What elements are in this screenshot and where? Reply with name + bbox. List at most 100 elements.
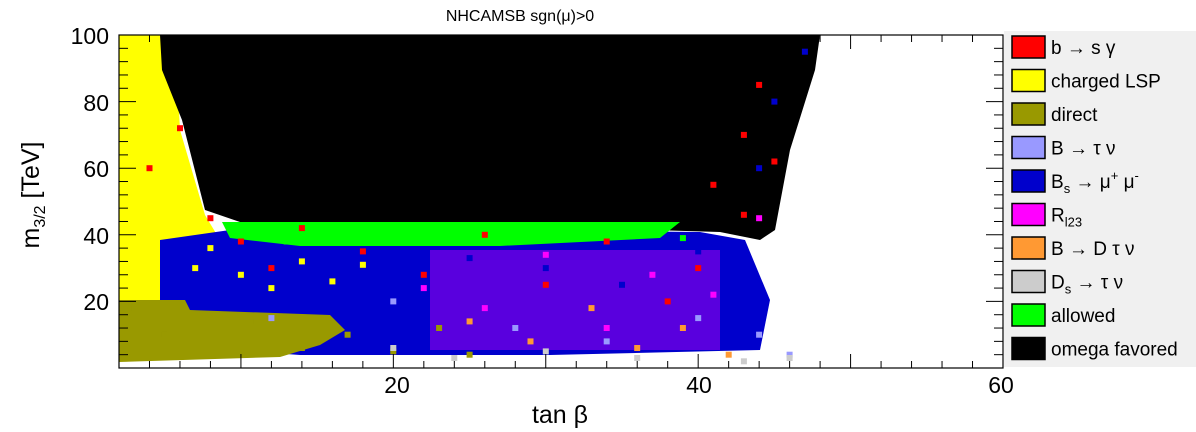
legend-label-part: → τ ν: [1071, 273, 1123, 294]
point-b-s-1: [177, 125, 183, 132]
point-b-s-0: [146, 165, 153, 172]
point-rl23-4: [649, 271, 656, 278]
point-b-s-8: [481, 231, 488, 238]
point-b-0: [268, 315, 275, 322]
legend-label-part: allowed: [1051, 306, 1115, 327]
legend-label-part: B: [1051, 172, 1064, 193]
point-rl23-6: [756, 215, 763, 222]
legend-label-part: s: [1064, 181, 1071, 196]
point-bs-3: [542, 265, 549, 272]
y-tick-label-60: 60: [83, 156, 109, 182]
point-b-d-1: [527, 338, 534, 345]
legend-swatch-ds: [1011, 269, 1046, 294]
legend-label-ds: Ds → τ ν: [1051, 273, 1123, 297]
legend-label-direct: direct: [1051, 105, 1098, 126]
legend-swatch-b-d: [1011, 236, 1046, 260]
point-bs-6: [740, 298, 747, 305]
point-omega-favored-11: [222, 198, 229, 205]
legend-swatch-charged-lsp: [1011, 68, 1046, 93]
point-charged-lsp-5: [207, 245, 214, 252]
point-omega-favored-3: [390, 131, 397, 138]
legend-swatch-omega-favored: [1011, 336, 1046, 361]
legend-label-part: omega favored: [1051, 340, 1178, 361]
point-ds-2: [542, 348, 549, 355]
point-b-s-14: [756, 81, 763, 88]
x-tick-label-40: 40: [686, 372, 712, 398]
y-tick-label-80: 80: [83, 90, 109, 116]
point-allowed-2: [329, 228, 336, 235]
point-b-s-16: [740, 211, 747, 218]
axis-ticks: [119, 34, 1004, 368]
point-charged-lsp-9: [329, 278, 336, 285]
legend-label-b: B → τ ν: [1051, 139, 1116, 160]
point-bs-0: [314, 298, 321, 305]
point-charged-lsp-4: [192, 265, 199, 272]
point-omega-favored-8: [695, 65, 702, 72]
legend-swatch-b: [1011, 135, 1046, 160]
point-omega-favored-2: [329, 98, 336, 105]
point-charged-lsp-0: [131, 48, 138, 55]
point-b-6: [786, 351, 793, 358]
legend-label-part: s: [1065, 282, 1072, 297]
point-omega-favored-9: [740, 38, 747, 45]
legend: b → s γ charged LSP direct B → τ ν Bs → μ+ μ…: [1004, 31, 1196, 367]
point-direct-5: [344, 331, 351, 338]
point-omega-favored-6: [573, 115, 580, 122]
point-b-s-17: [695, 265, 702, 272]
region-charged-lsp: [119, 35, 290, 300]
point-ds-4: [740, 358, 747, 365]
point-rl23-1: [481, 305, 488, 312]
point-bs-4: [619, 281, 625, 288]
chart-title: NHCAMSB sgn(μ)>0: [446, 8, 594, 25]
legend-label-omega-favored: omega favored: [1051, 340, 1178, 361]
point-rl23-5: [710, 291, 717, 298]
point-b-s-15: [771, 158, 778, 165]
point-allowed-1: [283, 238, 290, 245]
point-charged-lsp-1: [146, 98, 153, 105]
x-tick-label-20: 20: [384, 372, 410, 398]
point-b-s-10: [603, 238, 610, 245]
scatter-region-fills: [119, 35, 820, 362]
point-bs-7: [756, 165, 763, 172]
y-axis-title-sub: 3/2: [32, 205, 49, 227]
legend-label-part: D: [1051, 273, 1065, 294]
point-direct-3: [253, 318, 260, 325]
region-direct: [119, 300, 345, 362]
legend-label-part: B → τ ν: [1051, 139, 1116, 160]
x-tick-label-60: 60: [988, 372, 1014, 398]
legend-swatch-allowed: [1011, 303, 1046, 327]
legend-label-part: l23: [1065, 215, 1082, 230]
y-axis-title-main: m: [17, 228, 45, 249]
legend-label-allowed: allowed: [1051, 306, 1115, 327]
point-charged-lsp-7: [268, 285, 275, 292]
legend-label-part: charged LSP: [1051, 72, 1161, 93]
y-axis-title: m3/2 [TeV]: [17, 142, 49, 249]
point-charged-lsp-6: [237, 271, 244, 278]
point-ds-3: [634, 355, 641, 361]
point-b-s-5: [298, 225, 305, 232]
point-bs-8: [771, 98, 778, 105]
point-rl23-0: [420, 285, 427, 292]
point-b-d-5: [725, 351, 732, 358]
point-b-s-12: [710, 181, 717, 188]
legend-label-part: +: [1111, 168, 1119, 183]
y-tick-label-100: 100: [71, 23, 109, 49]
point-bs-5: [695, 248, 702, 255]
point-b-2: [512, 325, 519, 331]
legend-label-b-d: B → D τ ν: [1051, 239, 1135, 260]
point-b-s-3: [237, 238, 244, 245]
point-rl23-3: [603, 325, 610, 331]
y-axis-title-tail: [TeV]: [17, 142, 45, 206]
point-allowed-0: [237, 231, 244, 238]
point-b-s-11: [664, 298, 671, 305]
point-ds-5: [786, 355, 793, 361]
point-rl23-2: [542, 251, 549, 258]
point-ds-0: [390, 345, 397, 351]
point-omega-favored-5: [512, 165, 519, 172]
region-omega: [160, 35, 820, 240]
legend-swatch-rl23: [1011, 202, 1046, 227]
legend-label-part: b → s γ: [1051, 38, 1116, 59]
point-b-d-2: [588, 305, 595, 312]
point-allowed-3: [375, 235, 382, 242]
point-direct-6: [390, 348, 397, 355]
